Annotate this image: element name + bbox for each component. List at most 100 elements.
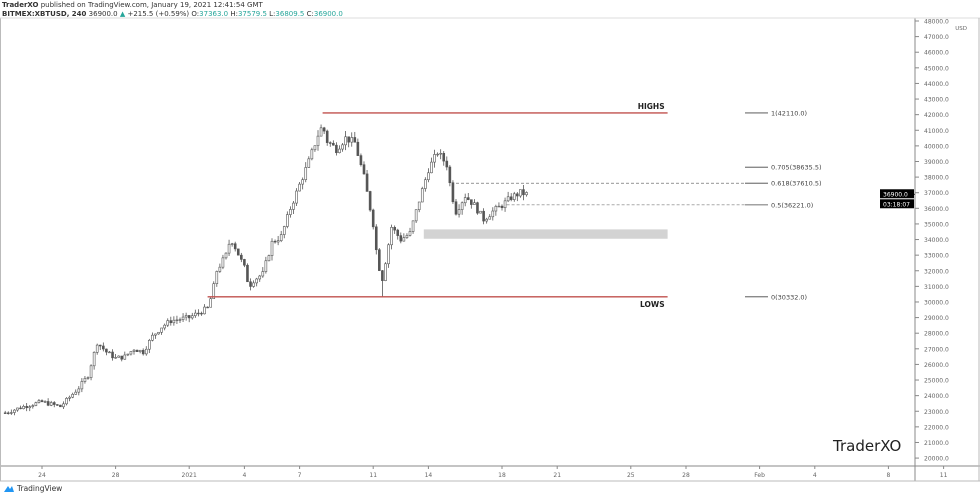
candle-body [512,193,516,200]
candle-body [424,179,427,189]
y-tick-label: 37000.0 [924,190,949,197]
y-tick-label: 36000.0 [924,206,949,213]
candle-body [381,270,384,281]
y-tick-label: 42000.0 [924,112,949,119]
x-tick-label: 25 [627,472,635,479]
candle-body [169,320,173,324]
candles [3,124,528,416]
y-tick-label: 21000.0 [924,440,949,447]
y-tick-label: 23000.0 [924,409,949,416]
open-value: 37363.0 [199,10,229,18]
x-tick-label: 18 [498,472,506,479]
candle-body [292,202,295,210]
symbol[interactable]: BITMEX:XBTUSD, 240 [2,10,87,18]
candle-body [476,202,479,214]
candle-body [273,240,277,243]
candle-body [197,312,200,315]
candle-body [249,281,252,287]
candle-body [347,136,350,143]
candle-body [62,403,65,408]
candle-body [387,244,390,265]
y-tick-label: 30000.0 [924,299,949,306]
candle-body [525,192,528,196]
candle-body [286,214,289,227]
y-tick-label: 28000.0 [924,331,949,338]
candle-body [439,152,442,155]
candle-body [108,351,111,354]
publish-info: published on TradingView.com, January 19… [40,1,263,9]
watermark-text: TraderXO [832,437,901,455]
candle-body [522,189,525,196]
candle-body [338,148,341,154]
y-tick-label: 41000.0 [924,128,949,135]
y-tick-label: 38000.0 [924,175,949,182]
candle-body [362,164,366,175]
candle-body [390,227,393,246]
candle-body [393,227,396,231]
candle-body [433,154,436,163]
candle-body [178,319,182,321]
candle-body [491,210,495,218]
candle-body [374,226,378,251]
candle-body [451,182,455,203]
candle-body [466,197,470,200]
candle-body [43,401,47,403]
candle-body [49,402,53,406]
candle-body [246,264,249,283]
countdown-tag [880,199,914,209]
footer-brand[interactable]: TradingView [17,484,63,493]
candle-body [184,315,188,318]
y-tick-label: 33000.0 [924,253,949,260]
candle-body [166,320,170,326]
candle-body [37,400,41,403]
candle-body [267,255,271,262]
y-tick-label: 27000.0 [924,346,949,353]
candle-body [482,210,485,222]
candle-body [411,220,415,232]
last-price-text: 36900.0 [883,191,908,198]
last-price-tag [880,189,914,199]
candle-body [408,231,412,236]
candle-body [144,348,148,355]
candle-body [68,396,71,399]
candle-body [206,306,209,309]
candle-body [224,252,228,259]
candle-body [95,344,99,353]
candle-body [120,355,124,360]
candle-body [430,161,433,174]
candle-body [454,201,458,215]
candle-body [111,351,114,359]
candle-body [92,352,96,367]
candle-body [460,202,464,210]
candle-body [399,235,403,242]
candle-body [258,275,262,280]
candle-body [457,209,461,215]
candle-body [319,127,323,137]
candle-body [301,179,304,185]
candle-body [365,173,369,192]
candle-body [417,201,421,211]
author[interactable]: TraderXO [2,1,39,9]
candle-body [227,243,231,254]
fib-level-label: 0.705(38635.5) [771,164,822,172]
tradingview-logo-icon [4,486,14,492]
candle-body [264,260,268,272]
y-tick-label: 46000.0 [924,50,949,57]
fib-level-label: 0.5(36221.0) [771,201,813,209]
candle-body [46,401,50,406]
y-tick-label: 20000.0 [924,456,949,463]
candle-body [289,209,292,215]
x-tick-label: 11 [369,472,377,479]
candle-body [405,235,409,239]
candle-body [59,404,62,408]
currency-label: USD [955,26,967,32]
candle-body [463,197,467,204]
y-tick-label: 43000.0 [924,97,949,104]
candle-body [279,234,283,241]
highs-label: HIGHS [638,102,665,111]
candle-body [221,257,225,268]
candle-body [230,243,234,245]
candle-body [86,377,90,379]
candle-body [448,166,452,184]
